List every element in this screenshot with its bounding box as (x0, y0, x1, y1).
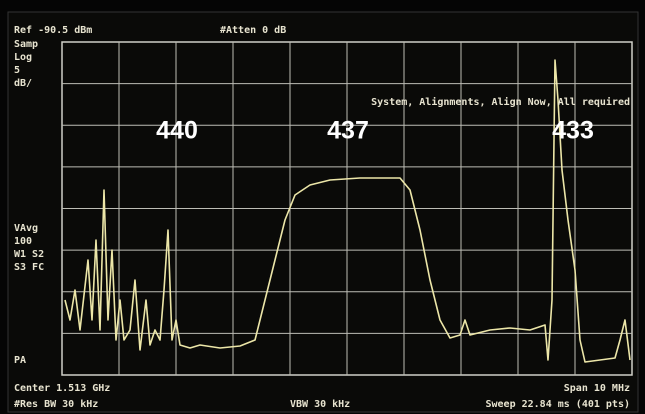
side-label: W1 S2 (14, 249, 44, 260)
side-label: 100 (14, 236, 32, 247)
sweep: Sweep 22.84 ms (401 pts) (486, 399, 631, 410)
graticule (61, 41, 633, 376)
video-bandwidth: VBW 30 kHz (290, 399, 350, 410)
channel-label: 433 (552, 117, 594, 145)
side-label: S3 FC (14, 262, 44, 273)
spectrum-trace (64, 59, 631, 363)
side-label: 5 (14, 65, 20, 76)
status-message: System, Alignments, Align Now, All requi… (371, 96, 630, 108)
center-frequency: Center 1.513 GHz (14, 383, 110, 394)
channel-label: 437 (327, 117, 369, 145)
screen (7, 11, 639, 413)
span: Span 10 MHz (564, 383, 630, 394)
resolution-bandwidth: #Res BW 30 kHz (14, 399, 98, 410)
channel-label: 440 (156, 117, 198, 145)
side-label: Samp (14, 39, 38, 50)
side-label: dB/ (14, 78, 32, 89)
side-label: Log (14, 52, 32, 63)
ref-level: Ref -90.5 dBm (14, 25, 92, 36)
side-label: PA (14, 355, 26, 366)
side-label: VAvg (14, 223, 38, 234)
attenuation: #Atten 0 dB (220, 25, 286, 36)
